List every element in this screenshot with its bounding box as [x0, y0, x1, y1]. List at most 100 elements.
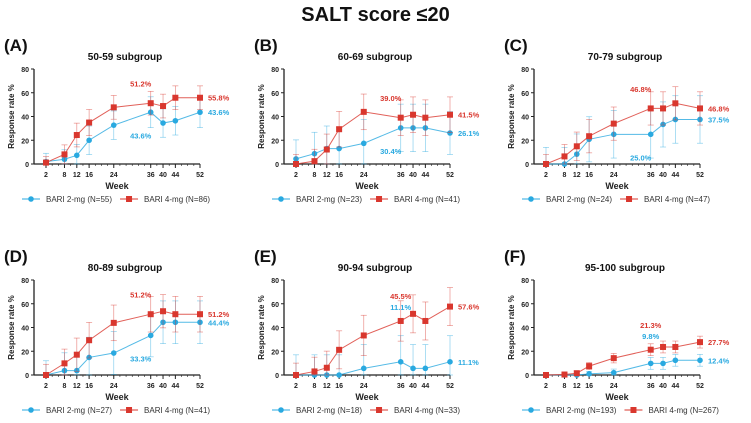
legend-label-bari4: BARI 4-mg (N=33): [394, 406, 460, 415]
y-axis-label: Response rate %: [7, 295, 16, 359]
data-point-square: [197, 94, 203, 101]
data-point-square: [61, 151, 68, 158]
data-point-circle: [660, 360, 666, 367]
data-point-square: [147, 100, 154, 107]
data-point-square: [323, 364, 330, 371]
x-tick-label: 12: [323, 383, 331, 390]
annotation-label: 9.8%: [642, 332, 659, 341]
y-axis-label: Response rate %: [507, 295, 516, 359]
x-tick-label: 2: [294, 172, 298, 179]
x-axis-label: Week: [105, 392, 129, 402]
annotation-label: 21.3%: [640, 321, 662, 330]
data-point-circle: [147, 332, 154, 339]
data-point-square: [172, 94, 179, 101]
x-tick-label: 12: [73, 383, 81, 390]
x-tick-label: 36: [647, 172, 655, 179]
panel-label: (B): [254, 36, 278, 55]
data-point-circle: [422, 365, 429, 372]
x-tick-label: 36: [397, 383, 405, 390]
panel-label: (D): [4, 247, 28, 266]
legend-label-bari2: BARI 2-mg (N=27): [46, 406, 112, 415]
x-tick-label: 16: [85, 172, 93, 179]
annotation-label: 46.8%: [708, 104, 730, 113]
x-tick-label: 40: [159, 172, 167, 179]
panel-c: (C) 70-79 subgroup 0 20 40 60 80 2 8 12 16 24 36 40 44…: [504, 36, 730, 204]
annotation-label: 37.5%: [708, 115, 730, 124]
y-tick-label: 0: [275, 162, 279, 169]
x-tick-label: 16: [335, 383, 343, 390]
annotation-label: 12.4%: [708, 356, 730, 365]
legend-label-bari4: BARI 4-mg (N=41): [394, 195, 460, 204]
data-point-circle: [647, 131, 654, 138]
annotation-label: 11.1%: [390, 303, 411, 312]
y-tick-label: 20: [21, 138, 29, 145]
panel-a: (A) 50-59 subgroup 0 20 40 60 80 2 8 12 16 24 36 40 44…: [4, 36, 230, 204]
annotation-label: 51.2%: [208, 310, 230, 319]
annotation-label: 45.5%: [390, 292, 412, 301]
y-tick-label: 80: [521, 278, 529, 285]
legend-marker-bari2: [28, 407, 34, 413]
panel-e: (E) 90-94 subgroup 0 20 40 60 80 2 8 12 16 24 36 40 44…: [254, 247, 480, 415]
data-point-square: [410, 111, 417, 118]
annotation-label: 44.4%: [208, 318, 230, 327]
data-point-circle: [447, 359, 453, 365]
x-tick-label: 52: [696, 172, 704, 179]
y-tick-label: 80: [271, 67, 279, 74]
x-axis-label: Week: [355, 392, 379, 402]
data-point-circle: [360, 365, 367, 372]
data-point-square: [197, 311, 203, 318]
series-bari4: [43, 85, 203, 166]
x-tick-label: 8: [563, 172, 567, 179]
x-tick-label: 52: [196, 172, 204, 179]
x-tick-label: 2: [44, 383, 48, 390]
y-tick-label: 0: [525, 373, 529, 380]
annotation-label: 26.1%: [458, 129, 480, 138]
x-tick-label: 40: [409, 383, 417, 390]
data-point-square: [360, 332, 367, 339]
legend-label-bari2: BARI 2-mg (N=23): [296, 195, 362, 204]
data-point-circle: [397, 359, 404, 365]
y-tick-label: 20: [271, 138, 279, 145]
x-axis-label: Week: [355, 181, 379, 191]
data-point-square: [447, 111, 453, 118]
y-tick-label: 40: [271, 115, 279, 122]
data-point-square: [586, 363, 593, 370]
y-tick-label: 60: [521, 91, 529, 98]
legend-marker-bari2: [528, 196, 534, 202]
x-tick-label: 16: [585, 172, 593, 179]
annotation-label: 27.7%: [708, 338, 730, 347]
x-tick-label: 24: [110, 383, 118, 390]
y-tick-label: 60: [521, 302, 529, 309]
data-point-square: [573, 370, 580, 377]
x-tick-label: 52: [446, 172, 454, 179]
x-tick-label: 8: [63, 172, 67, 179]
data-point-square: [586, 133, 593, 140]
y-tick-label: 80: [21, 67, 29, 74]
x-tick-label: 8: [313, 383, 317, 390]
data-point-square: [323, 146, 330, 153]
annotation-label: 57.6%: [458, 303, 480, 312]
legend-marker-bari4: [126, 407, 133, 413]
data-point-circle: [86, 137, 92, 144]
annotation-label: 51.2%: [130, 291, 152, 300]
panel-title: 95-100 subgroup: [585, 263, 665, 274]
data-point-square: [647, 346, 654, 353]
panel-d: (D) 80-89 subgroup 0 20 40 60 80 2 8 12 16 24 36 40 44…: [4, 247, 230, 415]
legend-label-bari2: BARI 2-mg (N=18): [296, 406, 362, 415]
legend-marker-bari2: [278, 407, 284, 413]
annotation-label: 43.6%: [208, 108, 230, 117]
annotation-label: 33.3%: [130, 355, 152, 364]
x-tick-label: 24: [360, 172, 368, 179]
data-point-circle: [697, 357, 703, 364]
annotation-label: 39.0%: [380, 94, 402, 103]
panel-title: 70-79 subgroup: [588, 52, 662, 63]
data-point-square: [73, 132, 80, 139]
data-point-square: [110, 104, 117, 111]
legend-marker-bari4: [126, 196, 133, 202]
legend-marker-bari2: [278, 196, 284, 202]
data-point-square: [160, 103, 167, 110]
data-point-square: [336, 126, 343, 133]
series-line: [546, 118, 700, 165]
data-point-square: [447, 303, 453, 310]
